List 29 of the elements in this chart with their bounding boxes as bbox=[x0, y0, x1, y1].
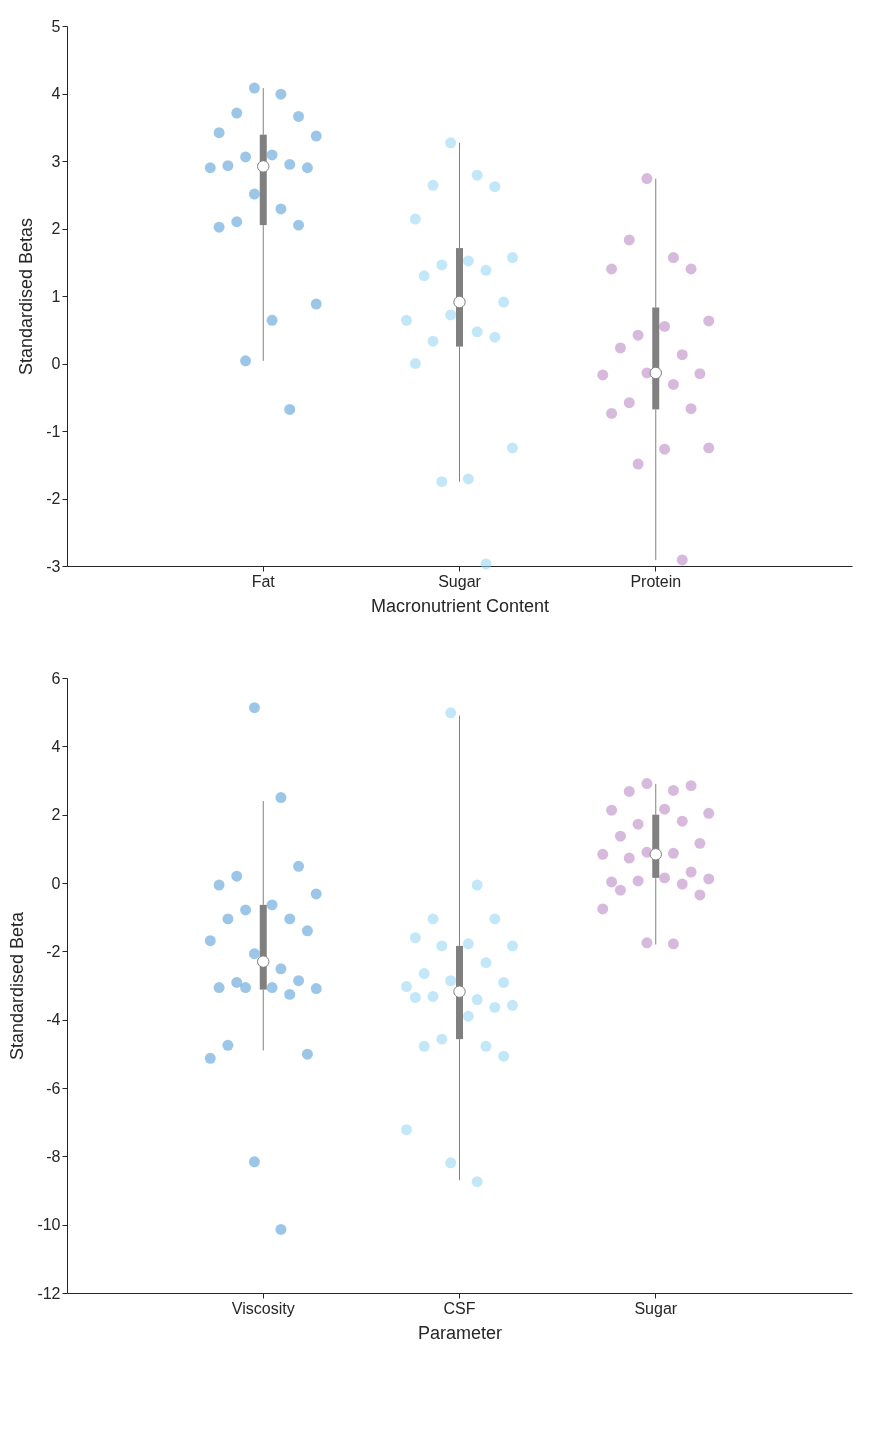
x-tick-label: CSF bbox=[443, 1299, 476, 1317]
y-axis-title: Standardised Betas bbox=[16, 217, 37, 376]
y-tick-label: 0 bbox=[51, 355, 61, 372]
x-tick-label: Sugar bbox=[438, 572, 482, 590]
y-tick-label: 6 bbox=[51, 669, 61, 687]
y-tick-label: -2 bbox=[46, 490, 61, 507]
y-tick-label: -10 bbox=[37, 1216, 61, 1234]
y-tick-label: -4 bbox=[46, 1011, 61, 1029]
x-axis-title: Parameter bbox=[417, 1322, 503, 1343]
x-tick-label: Viscosity bbox=[231, 1299, 295, 1317]
y-tick-label: -8 bbox=[46, 1147, 61, 1165]
y-tick-label: 2 bbox=[51, 220, 61, 237]
x-tick-label: Fat bbox=[251, 572, 276, 590]
y-tick-label: 1 bbox=[51, 287, 61, 305]
y-tick-label: 2 bbox=[51, 806, 61, 824]
y-tick-label: 3 bbox=[51, 152, 61, 170]
y-tick-label: -6 bbox=[46, 1079, 61, 1097]
y-tick-label: 4 bbox=[51, 737, 61, 755]
y-tick-label: -2 bbox=[46, 942, 61, 960]
y-tick-label: -1 bbox=[46, 422, 61, 440]
y-tick-label: -12 bbox=[37, 1284, 61, 1302]
y-tick-label: -3 bbox=[46, 557, 61, 575]
x-tick-label: Sugar bbox=[634, 1299, 678, 1317]
y-tick-label: 5 bbox=[51, 17, 61, 35]
y-tick-label: 0 bbox=[51, 874, 61, 892]
x-tick-label: Protein bbox=[630, 572, 682, 590]
x-axis-title: Macronutrient Content bbox=[370, 595, 550, 616]
y-tick-label: 4 bbox=[51, 85, 61, 102]
y-axis-title: Standardised Beta bbox=[7, 910, 28, 1061]
